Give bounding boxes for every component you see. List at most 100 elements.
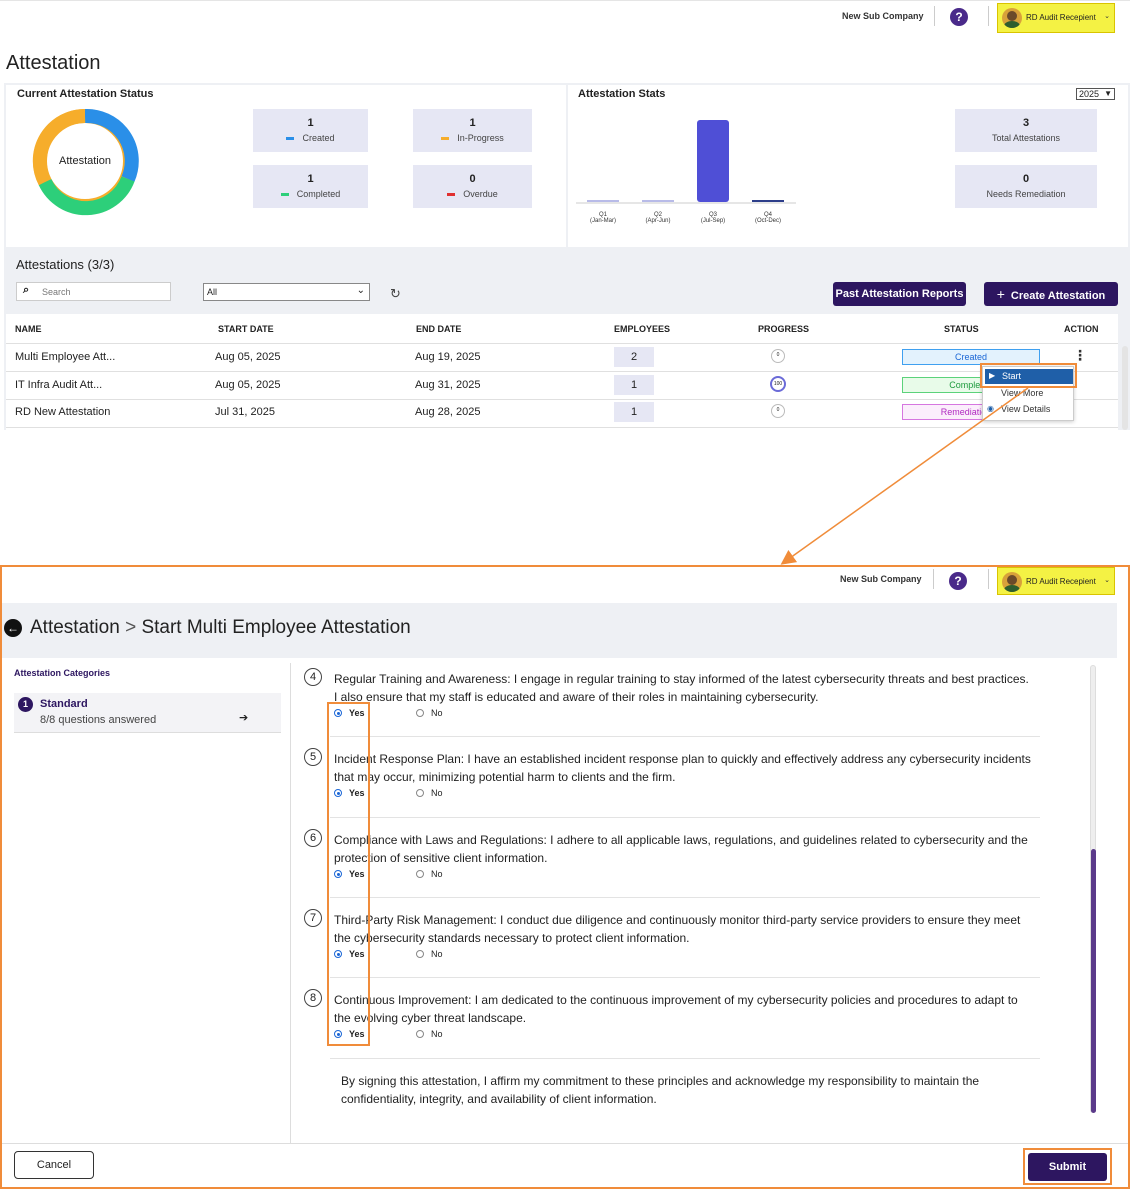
- x-tick-label: Q3 (Jul-Sep): [700, 212, 726, 224]
- arrow-right-icon[interactable]: ➔: [239, 712, 249, 724]
- stat-label: In-Progress: [457, 133, 504, 143]
- question-number: 7: [304, 909, 322, 927]
- row-progress: 100: [770, 376, 786, 392]
- stat-created[interactable]: 1 Created: [253, 109, 368, 152]
- menu-label: Start: [1002, 371, 1022, 381]
- help-icon[interactable]: ?: [950, 8, 968, 26]
- year-value: 2025: [1079, 89, 1100, 99]
- scrollbar-thumb[interactable]: [1091, 849, 1096, 1113]
- row-name[interactable]: Multi Employee Att...: [15, 351, 116, 363]
- col-header-end-date[interactable]: END DATE: [416, 324, 462, 334]
- radio-no[interactable]: [416, 1030, 424, 1038]
- user-name: RD Audit Recepient: [1026, 577, 1096, 586]
- breadcrumb-root[interactable]: Attestation: [30, 617, 120, 638]
- user-menu[interactable]: RD Audit Recepient ⌄: [997, 567, 1115, 595]
- stats-card-title: Attestation Stats: [578, 88, 666, 100]
- divider: [330, 977, 1040, 978]
- radio-no[interactable]: [416, 870, 424, 878]
- row-employees[interactable]: 1: [614, 402, 654, 422]
- refresh-icon[interactable]: ↻: [390, 286, 401, 301]
- annotation-highlight-submit: [1023, 1148, 1112, 1185]
- divider: [988, 569, 989, 589]
- annotation-highlight-start: [980, 363, 1077, 388]
- avatar: [1002, 8, 1022, 28]
- kebab-menu-icon[interactable]: ⋮: [1073, 347, 1087, 363]
- radio-no[interactable]: [416, 789, 424, 797]
- categories-title: Attestation Categories: [14, 668, 111, 678]
- col-header-employees[interactable]: EMPLOYEES: [614, 324, 671, 334]
- divider: [934, 6, 935, 26]
- row-employees[interactable]: 1: [614, 375, 654, 395]
- chevron-down-icon: ▼: [1104, 89, 1112, 98]
- row-name[interactable]: IT Infra Audit Att...: [15, 379, 103, 391]
- divider: [6, 371, 1118, 372]
- submit-button[interactable]: Submit: [1028, 1153, 1107, 1181]
- question-number: 6: [304, 829, 322, 847]
- row-end-date: Aug 19, 2025: [415, 351, 481, 363]
- status-filter-select[interactable]: All ⌄: [203, 283, 370, 301]
- donut-segment-in-progress-arc: [32, 108, 86, 186]
- stat-needs-remediation[interactable]: 0 Needs Remediation: [955, 165, 1097, 208]
- menu-item-view-details[interactable]: View Details: [1001, 404, 1051, 414]
- row-employees[interactable]: 2: [614, 347, 654, 367]
- radio-no[interactable]: [416, 709, 424, 717]
- company-name[interactable]: New Sub Company: [842, 11, 924, 21]
- breadcrumb-current: Start Multi Employee Attestation: [141, 617, 411, 638]
- row-name[interactable]: RD New Attestation: [15, 406, 111, 418]
- cancel-button[interactable]: Cancel: [14, 1151, 94, 1179]
- back-arrow-icon[interactable]: ←: [4, 619, 22, 637]
- radio-yes-label: Yes: [349, 1029, 365, 1039]
- category-progress: 8/8 questions answered: [40, 714, 157, 726]
- bar-q4[interactable]: [752, 200, 784, 202]
- stat-overdue[interactable]: 0 Overdue: [413, 165, 532, 208]
- stat-label: Created: [302, 133, 335, 143]
- past-reports-button[interactable]: Past Attestation Reports: [833, 282, 966, 306]
- radio-yes[interactable]: [334, 789, 342, 797]
- question-number: 8: [304, 989, 322, 1007]
- create-attestation-button[interactable]: + Create Attestation: [984, 282, 1118, 306]
- radio-yes-label: Yes: [349, 788, 365, 798]
- category-item-standard[interactable]: 1 Standard 8/8 questions answered ➔: [14, 693, 281, 733]
- divider: [330, 736, 1040, 737]
- radio-yes[interactable]: [334, 709, 342, 717]
- radio-yes[interactable]: [334, 1030, 342, 1038]
- bar-q1[interactable]: [587, 200, 619, 202]
- col-header-name[interactable]: NAME: [15, 324, 42, 334]
- table-scrollbar[interactable]: [1122, 346, 1128, 430]
- menu-item-start[interactable]: ▶ Start: [985, 369, 1073, 384]
- stat-completed[interactable]: 1 Completed: [253, 165, 368, 208]
- question-text: Continuous Improvement: I am dedicated t…: [334, 993, 1018, 1025]
- x-tick-label: Q1 (Jan-Mar): [589, 212, 616, 224]
- stat-value: 0: [1022, 173, 1030, 185]
- stat-in-progress[interactable]: 1 In-Progress: [413, 109, 532, 152]
- radio-no[interactable]: [416, 950, 424, 958]
- help-icon[interactable]: ?: [949, 572, 967, 590]
- donut-center-label: Attestation: [59, 155, 111, 167]
- search-input[interactable]: ⌕ Search: [16, 282, 171, 301]
- breadcrumb-bar: [2, 603, 1117, 658]
- col-header-progress[interactable]: PROGRESS: [758, 324, 810, 334]
- quarterly-bar-chart: [576, 120, 796, 204]
- question-text: Incident Response Plan: I have an establ…: [334, 752, 1031, 784]
- chevron-down-icon: ⌄: [1104, 577, 1110, 584]
- divider: [330, 817, 1040, 818]
- menu-item-view-more[interactable]: View More: [1001, 388, 1044, 398]
- bar-q2[interactable]: [642, 200, 674, 202]
- stat-total-attestations[interactable]: 3 Total Attestations: [955, 109, 1097, 152]
- bar-q3[interactable]: [697, 120, 729, 202]
- radio-yes[interactable]: [334, 950, 342, 958]
- row-end-date: Aug 31, 2025: [415, 379, 481, 391]
- company-name[interactable]: New Sub Company: [840, 574, 922, 584]
- col-header-start-date[interactable]: START DATE: [218, 324, 274, 334]
- row-start-date: Aug 05, 2025: [215, 351, 281, 363]
- radio-yes[interactable]: [334, 870, 342, 878]
- list-title: Attestations (3/3): [16, 257, 115, 272]
- row-end-date: Aug 28, 2025: [415, 406, 481, 418]
- divider: [933, 569, 934, 589]
- row-start-date: Aug 05, 2025: [215, 379, 281, 391]
- question-text: Third-Party Risk Management: I conduct d…: [334, 913, 1021, 945]
- donut-segment-created: [84, 108, 139, 182]
- year-select[interactable]: 2025 ▼: [1076, 88, 1115, 100]
- user-menu[interactable]: RD Audit Recepient ⌄: [997, 3, 1115, 33]
- annotation-highlight-yes: [327, 702, 370, 1046]
